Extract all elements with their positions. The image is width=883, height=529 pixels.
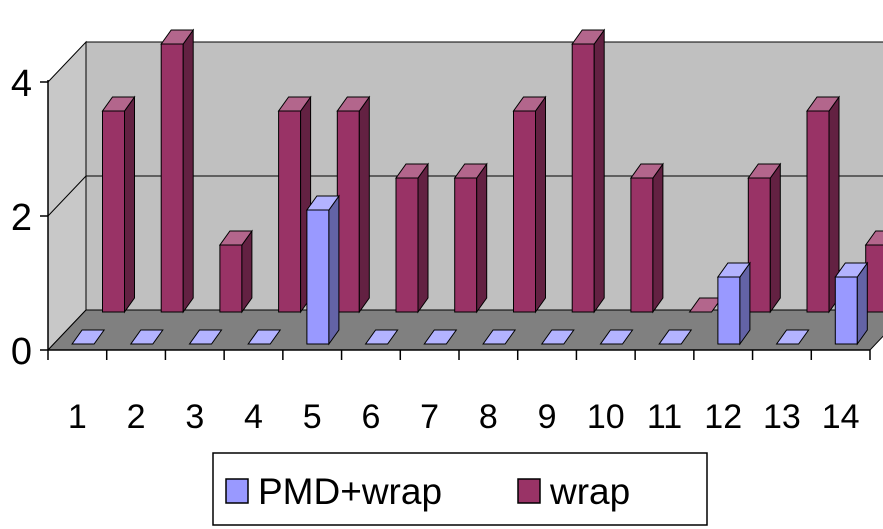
x-tick-label: 5 xyxy=(303,398,322,436)
bar xyxy=(806,95,840,314)
bar xyxy=(305,194,340,346)
legend-item: PMD+wrap xyxy=(225,471,442,512)
x-tick-label: 11 xyxy=(647,398,682,436)
bar xyxy=(540,329,575,345)
bar xyxy=(71,329,106,345)
legend-label: wrap xyxy=(549,471,630,512)
bar xyxy=(188,329,223,345)
bar xyxy=(395,162,429,314)
bar xyxy=(336,95,371,314)
legend-label: PMD+wrap xyxy=(258,471,442,512)
bar xyxy=(277,95,312,314)
bar xyxy=(716,261,751,346)
bar xyxy=(364,329,399,345)
bar xyxy=(482,329,517,345)
gridline-side xyxy=(47,175,87,217)
x-tick-label: 13 xyxy=(763,398,801,436)
bar xyxy=(599,329,634,345)
bar xyxy=(129,329,164,345)
y-tick-label: 2 xyxy=(11,197,32,239)
y-axis-ticks: 0 2 4 xyxy=(11,63,48,373)
bar xyxy=(658,329,693,345)
bar xyxy=(747,162,782,314)
bar xyxy=(423,329,458,345)
legend-item: wrap xyxy=(517,471,630,512)
bar xyxy=(629,162,664,314)
y-tick-label: 0 xyxy=(11,331,32,373)
legend-swatch xyxy=(517,478,541,504)
x-tick-label: 2 xyxy=(127,398,146,436)
legend-swatch xyxy=(225,478,249,504)
bar xyxy=(218,229,253,314)
bar xyxy=(160,28,195,314)
x-tick-label: 1 xyxy=(68,398,87,436)
floor xyxy=(46,309,883,351)
x-axis-ticks: 1 2 3 4 5 6 7 8 9 10 11 12 13 14 xyxy=(47,350,871,436)
bar xyxy=(453,162,488,314)
x-tick-label: 10 xyxy=(587,398,625,436)
bar xyxy=(834,261,869,346)
x-tick-label: 3 xyxy=(185,398,204,436)
x-tick-label: 6 xyxy=(361,398,380,436)
x-tick-label: 7 xyxy=(420,398,439,436)
bar xyxy=(571,28,606,314)
x-tick-label: 12 xyxy=(704,398,742,436)
legend: PMD+wrap wrap xyxy=(212,452,708,526)
x-tick-label: 8 xyxy=(479,398,498,436)
x-tick-label: 9 xyxy=(538,398,557,436)
legend-box xyxy=(212,452,708,526)
x-tick-label: 4 xyxy=(244,398,263,436)
bar xyxy=(512,95,547,314)
y-tick-label: 4 xyxy=(11,63,32,105)
bar xyxy=(101,95,136,314)
chart-bars xyxy=(71,28,883,346)
x-tick-label: 14 xyxy=(822,398,860,436)
bar xyxy=(775,329,810,345)
bar xyxy=(247,329,282,345)
bar xyxy=(864,230,883,313)
